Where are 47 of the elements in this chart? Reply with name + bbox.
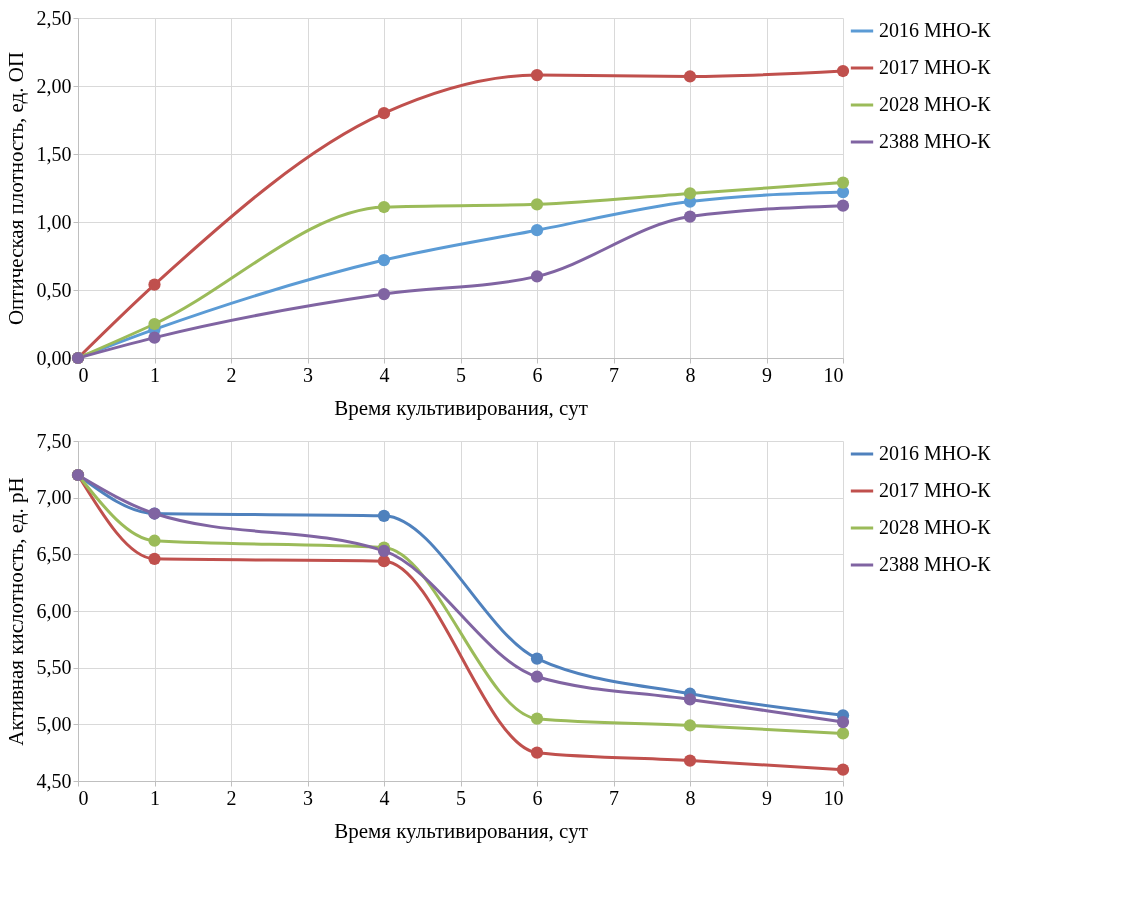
y-tick-label: 5,50 xyxy=(36,656,72,679)
x-tick-label: 0 xyxy=(78,786,89,809)
x-tick-label: 10 xyxy=(823,786,844,809)
y-tick-label: 6,50 xyxy=(36,542,72,565)
legend-label: 2028 МНО-К xyxy=(879,516,992,538)
y-axis-title: Активная кислотность, ед. рН xyxy=(3,477,28,746)
legend-label: 2017 МНО-К xyxy=(879,56,992,78)
y-tick-label: 1,50 xyxy=(36,142,72,165)
x-tick-label: 6 xyxy=(532,786,543,809)
x-tick-label: 4 xyxy=(379,363,390,386)
y-axis-title: Оптическая плотность, ед. ОП xyxy=(3,51,28,326)
x-tick-label: 5 xyxy=(456,786,466,809)
legend-label: 2388 МНО-К xyxy=(879,553,992,575)
x-tick-label: 5 xyxy=(456,363,466,386)
x-tick-label: 2 xyxy=(226,786,237,809)
x-tick-label: 8 xyxy=(685,786,696,809)
legend-label: 2016 МНО-К xyxy=(879,442,992,464)
x-tick-label: 1 xyxy=(150,786,160,809)
x-tick-label: 7 xyxy=(609,786,619,809)
x-axis-title: Время культивирования, сут xyxy=(334,395,588,420)
y-tick-label: 7,00 xyxy=(36,486,72,509)
legend-label: 2016 МНО-К xyxy=(879,19,992,41)
legend-label: 2028 МНО-К xyxy=(879,93,992,115)
x-tick-label: 3 xyxy=(303,786,313,809)
x-tick-label: 2 xyxy=(226,363,237,386)
y-tick-label: 1,00 xyxy=(36,210,72,233)
x-tick-label: 9 xyxy=(762,363,772,386)
x-tick-label: 0 xyxy=(78,363,89,386)
legend-label: 2017 МНО-К xyxy=(879,479,992,501)
x-axis-title: Время культивирования, сут xyxy=(334,818,588,843)
y-tick-label: 7,50 xyxy=(36,429,72,452)
x-tick-label: 9 xyxy=(762,786,772,809)
x-tick-label: 10 xyxy=(823,363,844,386)
legend-label: 2388 МНО-К xyxy=(879,130,992,152)
x-tick-label: 4 xyxy=(379,786,390,809)
y-tick-label: 0,00 xyxy=(36,346,72,369)
y-tick-label: 2,50 xyxy=(36,6,72,29)
y-tick-label: 5,00 xyxy=(36,712,72,735)
y-tick-label: 4,50 xyxy=(36,769,72,792)
x-tick-label: 1 xyxy=(150,363,160,386)
y-tick-label: 2,00 xyxy=(36,74,72,97)
x-tick-label: 7 xyxy=(609,363,619,386)
x-tick-label: 8 xyxy=(685,363,696,386)
x-tick-label: 3 xyxy=(303,363,313,386)
y-tick-label: 0,50 xyxy=(36,278,72,301)
x-tick-label: 6 xyxy=(532,363,543,386)
y-tick-label: 6,00 xyxy=(36,599,72,622)
